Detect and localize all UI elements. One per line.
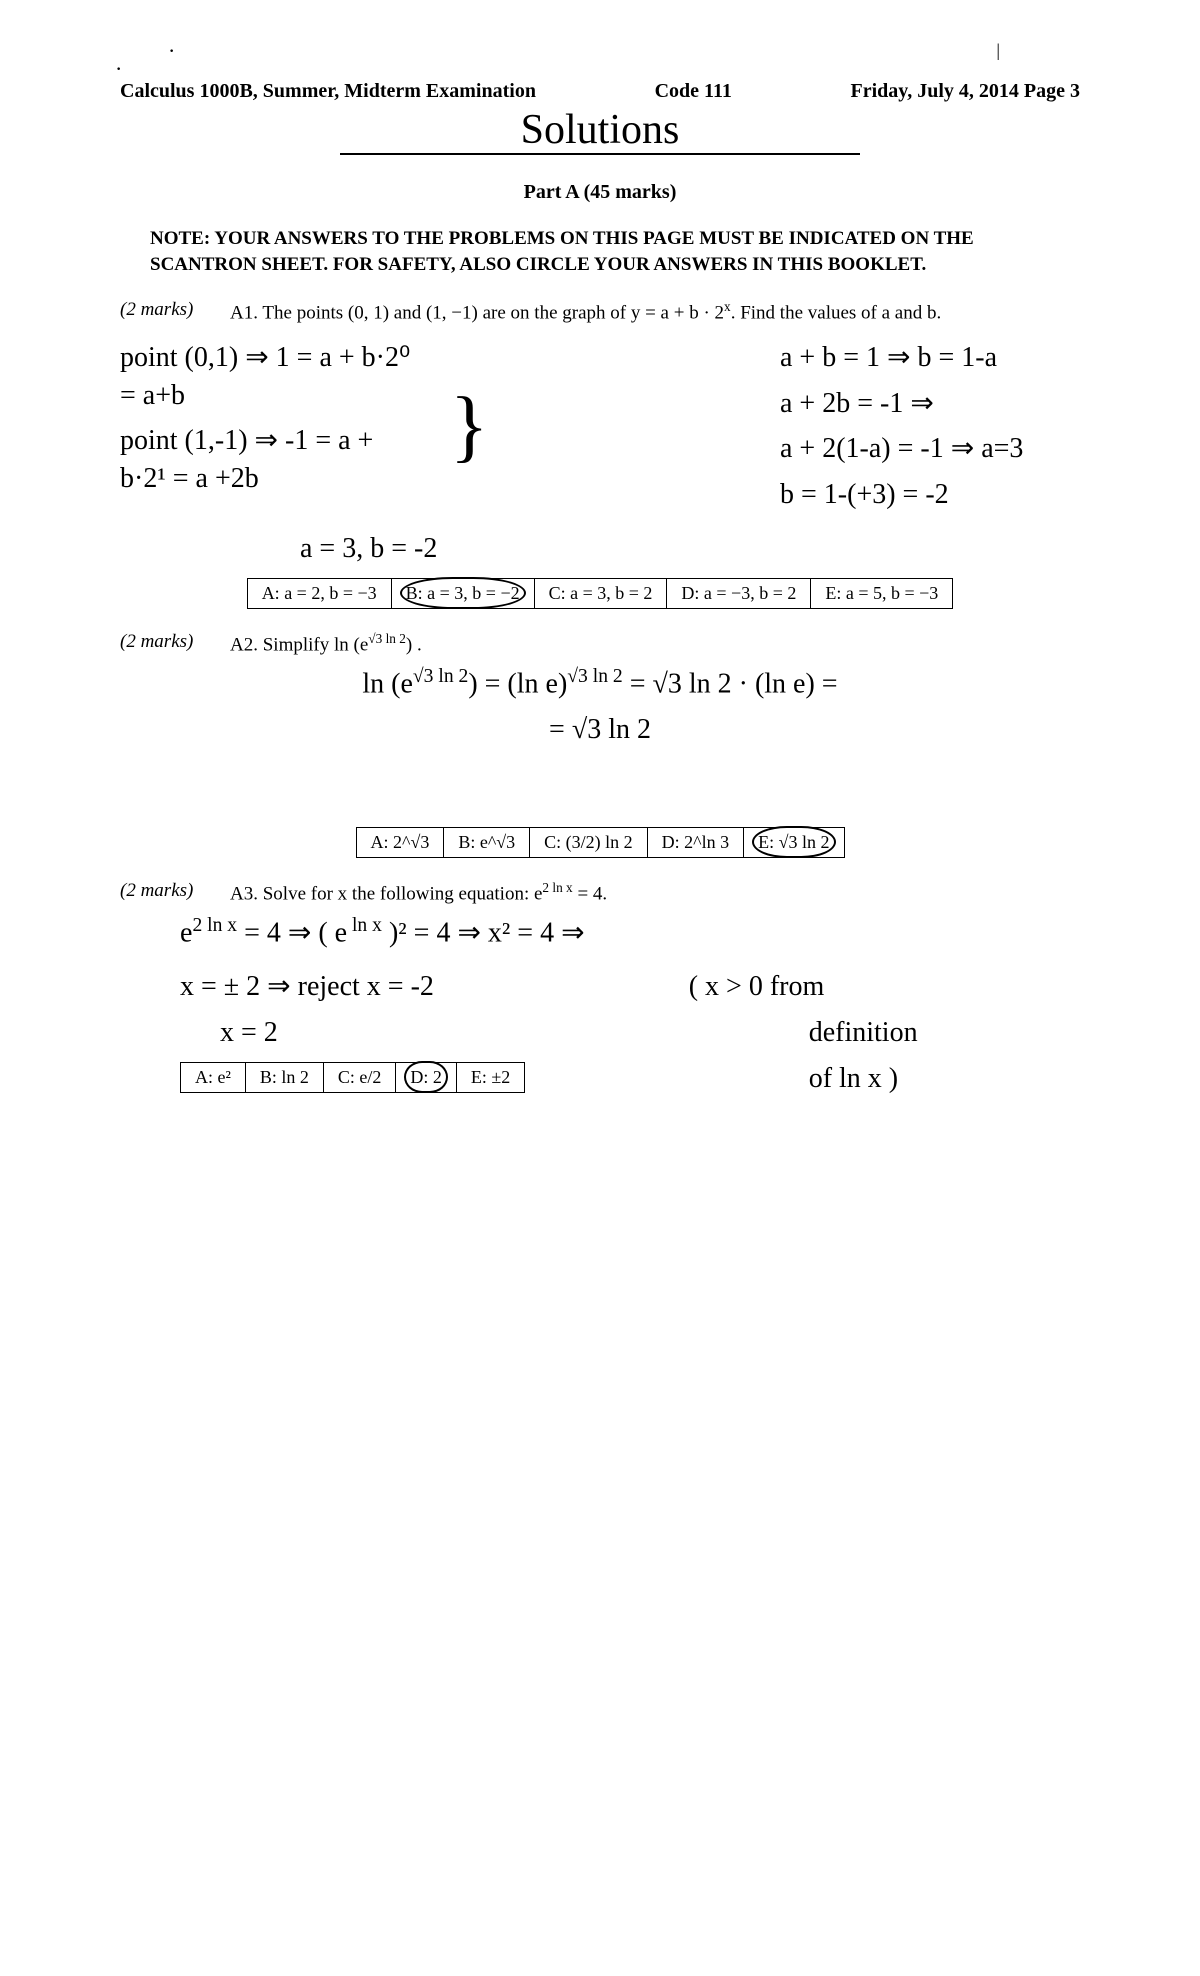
question-a2: (2 marks) A2. Simplify ln (e√3 ln 2) . — [120, 631, 1080, 656]
answer-options-a3: A: e² B: ln 2 C: e/2 D: 2 E: ±2 — [180, 1062, 525, 1093]
option-e: E: √3 ln 2 — [744, 828, 844, 858]
handwriting: e — [180, 918, 192, 949]
header-course: Calculus 1000B, Summer, Midterm Examinat… — [120, 80, 536, 103]
option-b: B: e^√3 — [444, 828, 530, 858]
q-text: ) . — [406, 634, 422, 655]
option-e: E: ±2 — [456, 1063, 524, 1093]
option-a: A: 2^√3 — [356, 828, 444, 858]
part-a-heading: Part A (45 marks) — [120, 181, 1080, 204]
exp: ln x — [347, 915, 382, 936]
marks-label: (2 marks) — [120, 631, 230, 656]
handwriting: a + 2(1-a) = -1 ⇒ a=3 — [780, 430, 1080, 468]
q-text: Simplify ln (e — [263, 634, 369, 655]
handwriting: a + b = 1 ⇒ b = 1-a — [780, 339, 1080, 377]
dust-dot: · — [168, 38, 175, 64]
marks-label: (2 marks) — [120, 299, 230, 324]
handwriting: point (0,1) ⇒ 1 = a + b·2⁰ = a+b — [120, 339, 420, 415]
answer-options-a2: A: 2^√3 B: e^√3 C: (3/2) ln 2 D: 2^ln 3 … — [356, 827, 845, 858]
q-text: The points (0, 1) and (1, −1) are on the… — [262, 303, 724, 324]
option-e: E: a = 5, b = −3 — [811, 578, 953, 608]
circled-answer: D: 2 — [410, 1067, 442, 1087]
option-a: A: e² — [181, 1063, 246, 1093]
option-b: B: a = 3, b = −2 — [391, 578, 534, 608]
answer-options-a1: A: a = 2, b = −3 B: a = 3, b = −2 C: a =… — [247, 578, 954, 609]
q-text: = 4. — [573, 883, 607, 904]
q-label: A1. — [230, 303, 258, 324]
exponent-x: x — [724, 299, 731, 314]
page-header: Calculus 1000B, Summer, Midterm Examinat… — [120, 80, 1080, 103]
handwriting-side: ( x > 0 from — [689, 968, 1080, 1006]
handwriting-side: definition — [809, 1014, 1080, 1052]
handwriting: ) = (ln e) — [468, 668, 567, 699]
option-b: B: ln 2 — [245, 1063, 323, 1093]
option-d: D: 2^ln 3 — [647, 828, 743, 858]
q2-work: ln (e√3 ln 2) = (ln e)√3 ln 2 = √3 ln 2 … — [120, 664, 1080, 703]
page-mark: | — [996, 40, 1000, 61]
dust-dot: · — [115, 56, 122, 82]
handwriting: a + 2b = -1 ⇒ — [780, 385, 1080, 423]
handwriting-answer: a = 3, b = -2 — [300, 530, 1080, 568]
option-c: C: a = 3, b = 2 — [534, 578, 667, 608]
exp: 2 ln x — [192, 915, 237, 936]
q1-work: point (0,1) ⇒ 1 = a + b·2⁰ = a+b point (… — [120, 331, 1080, 522]
question-a3: (2 marks) A3. Solve for x the following … — [120, 880, 1080, 905]
option-a: A: a = 2, b = −3 — [247, 578, 391, 608]
q-label: A2. — [230, 634, 258, 655]
option-d: D: a = −3, b = 2 — [667, 578, 811, 608]
question-a1: (2 marks) A1. The points (0, 1) and (1, … — [120, 299, 1080, 324]
handwriting-side: of ln x ) — [809, 1060, 1080, 1098]
q-text: Solve for x the following equation: e — [263, 883, 543, 904]
question-text: A3. Solve for x the following equation: … — [230, 880, 1080, 905]
handwriting-answer: x = 2 — [220, 1014, 689, 1052]
q3-work: e2 ln x = 4 ⇒ ( e ln x )² = 4 ⇒ x² = 4 ⇒ — [180, 913, 1080, 952]
brace-icon: } — [450, 402, 750, 450]
exponent: 2 ln x — [542, 880, 572, 895]
question-text: A2. Simplify ln (e√3 ln 2) . — [230, 631, 1080, 656]
handwriting: point (1,-1) ⇒ -1 = a + b·2¹ = a +2b — [120, 422, 420, 498]
option-c: C: (3/2) ln 2 — [530, 828, 648, 858]
handwriting: )² = 4 ⇒ x² = 4 ⇒ — [382, 918, 585, 949]
marks-label: (2 marks) — [120, 880, 230, 905]
handwriting: = √3 ln 2 · (ln e) = — [623, 668, 838, 699]
exp: √3 ln 2 — [567, 666, 622, 687]
handwriting: = 4 ⇒ ( e — [237, 918, 347, 949]
handwriting: ln (e — [362, 668, 413, 699]
handwriting: b = 1-(+3) = -2 — [780, 476, 1080, 514]
question-text: A1. The points (0, 1) and (1, −1) are on… — [230, 299, 1080, 324]
exp: √3 ln 2 — [413, 666, 468, 687]
exponent: √3 ln 2 — [368, 631, 406, 646]
circled-answer: B: a = 3, b = −2 — [406, 583, 520, 603]
instructions-note: NOTE: YOUR ANSWERS TO THE PROBLEMS ON TH… — [150, 226, 1050, 277]
circled-answer: E: √3 ln 2 — [758, 832, 829, 852]
header-code: Code 111 — [655, 80, 732, 103]
q-text: . Find the values of a and b. — [731, 303, 942, 324]
q-label: A3. — [230, 883, 258, 904]
handwriting: = √3 ln 2 — [120, 711, 1080, 749]
exam-page: Calculus 1000B, Summer, Midterm Examinat… — [0, 0, 1200, 1166]
option-c: C: e/2 — [323, 1063, 396, 1093]
header-date: Friday, July 4, 2014 Page 3 — [851, 80, 1080, 103]
option-d: D: 2 — [396, 1063, 457, 1093]
solutions-title: Solutions — [340, 107, 860, 155]
handwriting: x = ± 2 ⇒ reject x = -2 — [180, 968, 689, 1006]
